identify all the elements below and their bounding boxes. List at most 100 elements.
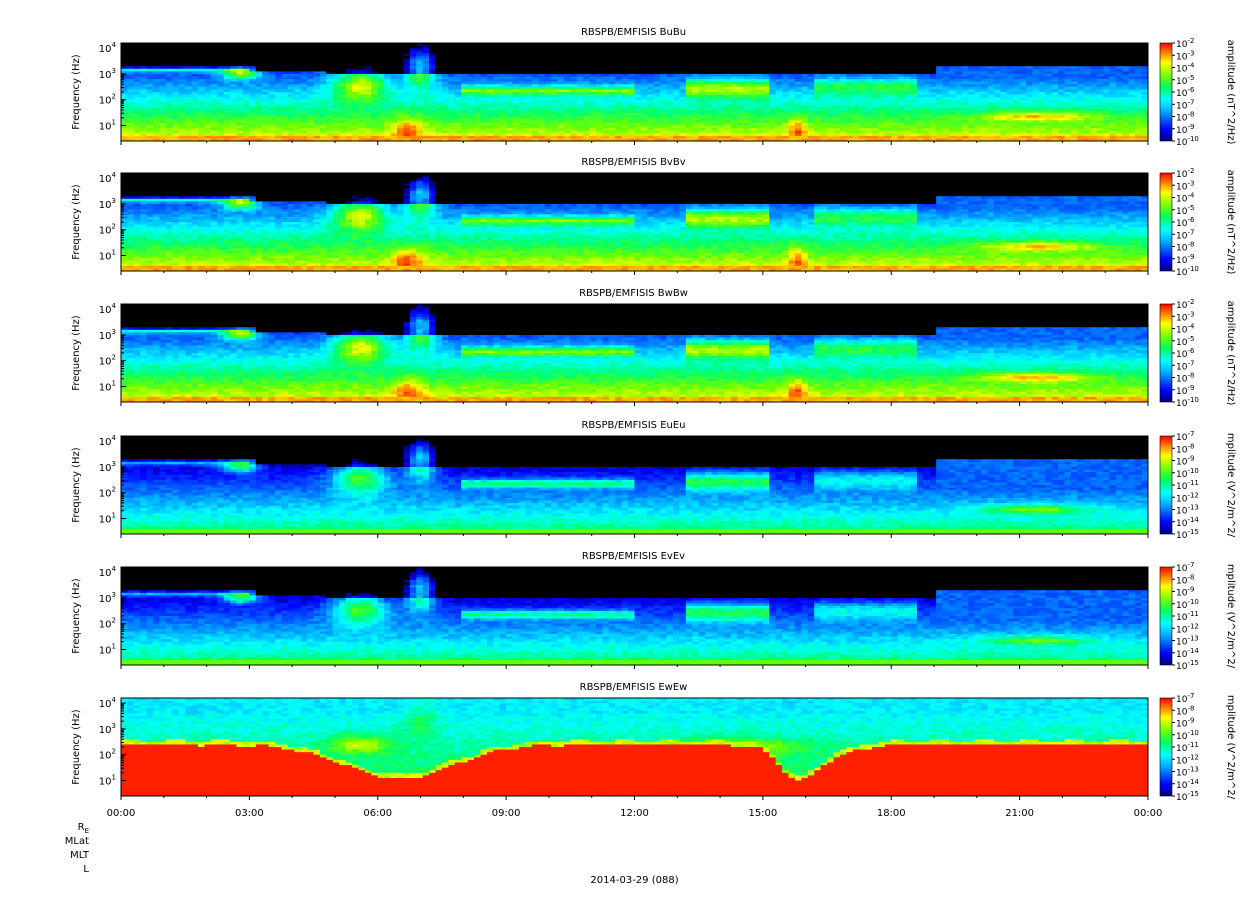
heatmap-cell: [930, 79, 937, 82]
heatmap-cell: [622, 66, 629, 69]
heatmap-cell: [833, 87, 840, 90]
heatmap-cell: [564, 87, 571, 90]
heatmap-cell: [179, 51, 186, 54]
heatmap-cell: [936, 56, 943, 59]
heatmap-cell: [204, 113, 211, 116]
heatmap-cell: [898, 82, 905, 85]
heatmap-cell: [172, 82, 179, 85]
heatmap-cell: [628, 97, 635, 100]
heatmap-cell: [307, 107, 314, 110]
heatmap-cell: [705, 71, 712, 74]
heatmap-cell: [448, 74, 455, 77]
heatmap-cell: [731, 66, 738, 69]
heatmap-cell: [673, 97, 680, 100]
heatmap-cell: [339, 120, 346, 123]
heatmap-cell: [532, 118, 539, 121]
heatmap-cell: [172, 97, 179, 100]
heatmap-cell: [551, 113, 558, 116]
heatmap-cell: [955, 128, 962, 131]
heatmap-cell: [731, 126, 738, 129]
heatmap-cell: [590, 51, 597, 54]
heatmap-cell: [397, 100, 404, 103]
heatmap-cell: [365, 84, 372, 87]
heatmap-cell: [230, 51, 237, 54]
heatmap-cell: [365, 58, 372, 61]
heatmap-cell: [448, 92, 455, 95]
heatmap-cell: [923, 97, 930, 100]
heatmap-cell: [339, 79, 346, 82]
heatmap-cell: [532, 48, 539, 51]
heatmap-cell: [147, 97, 154, 100]
heatmap-cell: [217, 58, 224, 61]
heatmap-cell: [307, 79, 314, 82]
heatmap-cell: [654, 136, 661, 139]
heatmap-cell: [583, 66, 590, 69]
heatmap-cell: [724, 77, 731, 80]
heatmap-cell: [808, 95, 815, 98]
heatmap-cell: [288, 136, 295, 139]
heatmap-cell: [442, 89, 449, 92]
heatmap-cell: [461, 77, 468, 80]
heatmap-cell: [859, 82, 866, 85]
heatmap-cell: [866, 118, 873, 121]
heatmap-cell: [923, 46, 930, 49]
heatmap-cell: [365, 105, 372, 108]
heatmap-cell: [769, 133, 776, 136]
heatmap-cell: [641, 66, 648, 69]
heatmap-cell: [763, 58, 770, 61]
heatmap-cell: [204, 136, 211, 139]
heatmap-cell: [384, 61, 391, 64]
heatmap-cell: [808, 53, 815, 56]
heatmap-cell: [660, 89, 667, 92]
heatmap-cell: [846, 118, 853, 121]
heatmap-cell: [468, 84, 475, 87]
heatmap-cell: [756, 77, 763, 80]
heatmap-cell: [538, 110, 545, 113]
heatmap-cell: [808, 77, 815, 80]
heatmap-cell: [827, 110, 834, 113]
heatmap-cell: [718, 53, 725, 56]
heatmap-cell: [853, 95, 860, 98]
heatmap-cell: [622, 126, 629, 129]
heatmap-cell: [692, 69, 699, 72]
heatmap-cell: [878, 71, 885, 74]
heatmap-cell: [532, 71, 539, 74]
heatmap-cell: [487, 61, 494, 64]
heatmap-cell: [955, 58, 962, 61]
heatmap-cell: [654, 110, 661, 113]
heatmap-cell: [480, 66, 487, 69]
heatmap-cell: [949, 53, 956, 56]
heatmap-cell: [628, 66, 635, 69]
heatmap-cell: [833, 107, 840, 110]
heatmap-cell: [878, 105, 885, 108]
heatmap-cell: [391, 136, 398, 139]
heatmap-cell: [217, 82, 224, 85]
heatmap-cell: [718, 97, 725, 100]
heatmap-cell: [705, 56, 712, 59]
heatmap-cell: [936, 123, 943, 126]
heatmap-cell: [166, 71, 173, 74]
heatmap-cell: [577, 100, 584, 103]
heatmap-cell: [808, 46, 815, 49]
heatmap-cell: [583, 46, 590, 49]
heatmap-cell: [557, 64, 564, 67]
heatmap-cell: [705, 95, 712, 98]
heatmap-cell: [410, 79, 417, 82]
heatmap-cell: [763, 128, 770, 131]
heatmap-cell: [840, 133, 847, 136]
heatmap-cell: [397, 82, 404, 85]
heatmap-cell: [795, 46, 802, 49]
heatmap-cell: [712, 66, 719, 69]
heatmap-cell: [269, 46, 276, 49]
heatmap-cell: [583, 133, 590, 136]
heatmap-cell: [461, 118, 468, 121]
heatmap-cell: [635, 120, 642, 123]
heatmap-cell: [525, 133, 532, 136]
heatmap-cell: [179, 74, 186, 77]
heatmap-cell: [192, 71, 199, 74]
heatmap-cell: [185, 87, 192, 90]
heatmap-cell: [577, 133, 584, 136]
heatmap-cell: [821, 126, 828, 129]
heatmap-cell: [538, 107, 545, 110]
heatmap-cell: [692, 64, 699, 67]
